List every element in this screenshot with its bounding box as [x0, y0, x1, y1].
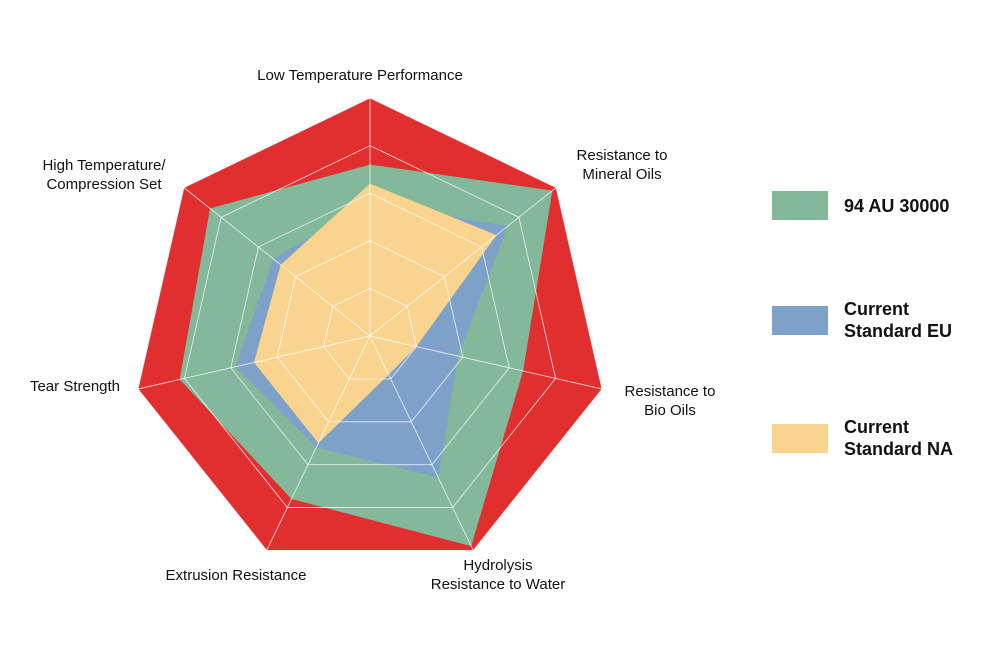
axis-label: Hydrolysis Resistance to Water [431, 557, 566, 593]
grid-spoke [137, 335, 371, 390]
legend-item-current-standard-eu: Current Standard EU [772, 298, 952, 342]
radar-chart: Low Temperature Performance Resistance to… [30, 67, 715, 593]
legend-label-94-au-30000: 94 AU 30000 [844, 195, 949, 217]
axis-label: Resistance to Mineral Oils [577, 147, 668, 183]
axis-label-line: Compression Set [46, 176, 162, 193]
grid-spoke [266, 335, 371, 551]
radar-series-layer [179, 164, 553, 547]
legend-swatch-current-standard-na [772, 423, 828, 453]
grid-spoke [369, 335, 474, 551]
series-area-current-standard-na [254, 183, 497, 444]
grid-ring [137, 97, 603, 551]
legend-label-line: Standard NA [844, 439, 954, 459]
legend-label-line: Current [844, 417, 910, 437]
axis-label-line: Bio Oils [644, 402, 696, 419]
legend-label-current-standard-na: Current Standard NA [844, 416, 953, 460]
legend-item-current-standard-na: Current Standard NA [772, 416, 953, 460]
radar-grid-layer [137, 97, 603, 551]
axis-label-line: Extrusion Resistance [166, 567, 307, 584]
axis-label-line: Low Temperature Performance [257, 67, 463, 84]
axis-label-line: Mineral Oils [582, 166, 661, 183]
axis-label-line: Hydrolysis [463, 557, 532, 574]
axis-label-line: Tear Strength [30, 378, 120, 395]
legend-label-line: 94 AU 30000 [844, 195, 950, 216]
axis-label: High Temperature/Compression Set [42, 157, 166, 193]
legend-swatch-current-standard-eu [772, 305, 828, 335]
axis-label: Extrusion Resistance [166, 567, 307, 584]
grid-ring [230, 192, 510, 466]
legend-label-current-standard-eu: Current Standard EU [844, 298, 952, 342]
grid-spoke [369, 335, 603, 390]
axis-label-line: High Temperature/ [42, 157, 166, 174]
grid-spoke [369, 187, 557, 337]
axis-label: Resistance to Bio Oils [625, 383, 716, 419]
legend-item-94-au-30000: 94 AU 30000 [772, 191, 949, 220]
legend-swatch-94-au-30000 [772, 191, 828, 220]
grid-spoke [183, 187, 371, 337]
legend: 94 AU 30000 Current Standard EU Current … [772, 0, 1000, 666]
grid-ring [323, 287, 417, 380]
axis-label-line: Resistance to [625, 383, 716, 400]
axis-label-line: Resistance to [577, 147, 668, 164]
axis-label-line: Resistance to Water [431, 576, 566, 593]
grid-ring [183, 145, 557, 508]
grid-ring [276, 240, 464, 423]
legend-label-line: Current [844, 299, 910, 319]
axis-label: Tear Strength [30, 378, 120, 395]
axis-label: Low Temperature Performance [257, 67, 463, 84]
legend-label-line: Standard EU [844, 321, 953, 341]
radar-axis-labels: Low Temperature Performance Resistance to… [30, 67, 715, 593]
